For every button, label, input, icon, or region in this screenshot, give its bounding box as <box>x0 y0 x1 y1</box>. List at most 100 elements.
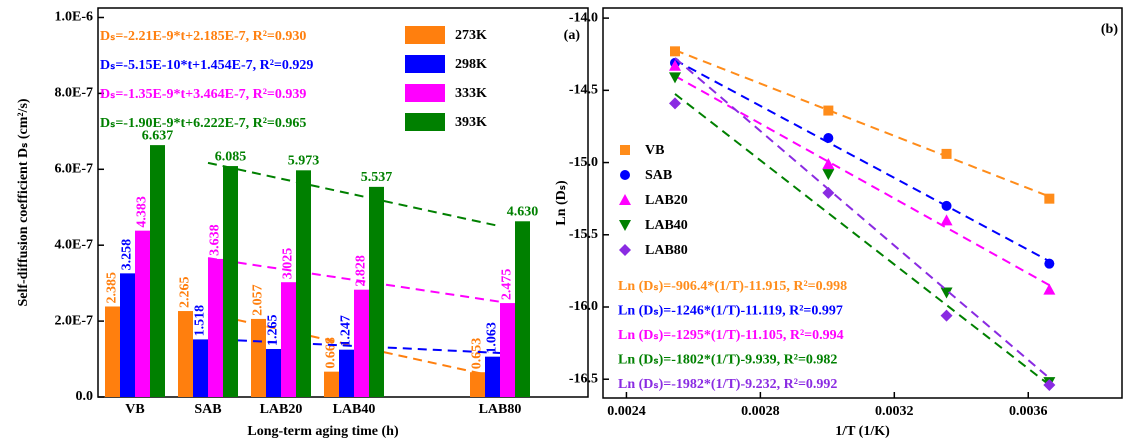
data-point <box>1044 258 1055 269</box>
y-tick-label: -16.0 <box>569 299 598 314</box>
x-tick-label: 0.0024 <box>607 404 646 419</box>
bar <box>135 230 150 397</box>
value-label: 1.265 <box>266 314 281 346</box>
legend-label: SAB <box>645 168 672 183</box>
equation: Ln (Dₛ)=-1295*(1/T)-11.105, R²=0.994 <box>618 328 844 343</box>
data-point <box>940 214 953 226</box>
data-point <box>822 169 835 181</box>
y-tick-label: 2.0E-7 <box>55 313 94 328</box>
x-tick-label: LAB20 <box>260 402 303 417</box>
y-axis-label: Self-diffusion coefficient Dₛ (cm²/s) <box>16 98 31 306</box>
bar <box>369 186 384 397</box>
data-point <box>668 97 681 110</box>
y-axis-label: Ln (Dₛ) <box>554 180 569 226</box>
value-label: 4.630 <box>507 205 539 220</box>
legend-marker <box>619 220 631 231</box>
x-tick-label: LAB40 <box>333 402 376 417</box>
equation: Dₛ=-1.90E-9*t+6.222E-7, R²=0.965 <box>100 116 306 131</box>
bar <box>178 311 193 397</box>
x-axis-label: Long-term aging time (h) <box>247 424 399 439</box>
equation: Ln (Dₛ)=-906.4*(1/T)-11.915, R²=0.998 <box>618 279 847 294</box>
fit-line <box>674 93 1050 386</box>
legend-label: LAB40 <box>645 218 688 233</box>
data-point <box>822 186 835 199</box>
equation: Ln (Dₛ)=-1802*(1/T)-9.939, R²=0.982 <box>618 353 837 368</box>
equation: Dₛ=-1.35E-9*t+3.464E-7, R²=0.939 <box>100 87 306 102</box>
value-label: 1.518 <box>193 305 208 337</box>
legend-swatch <box>405 26 445 44</box>
y-tick-label: 0.0 <box>76 389 94 404</box>
value-label: 4.383 <box>135 196 150 228</box>
trend-line <box>207 257 501 303</box>
value-label: 0.668 <box>324 337 339 369</box>
fit-line <box>674 57 1050 379</box>
data-point <box>823 105 834 116</box>
panel-label: (b) <box>1101 22 1118 37</box>
data-point <box>940 309 953 322</box>
value-label: 1.063 <box>485 322 500 354</box>
legend-label: 298K <box>455 57 487 72</box>
data-point <box>1043 379 1056 391</box>
bar <box>150 145 165 397</box>
legend-label: 333K <box>455 86 487 101</box>
bar <box>281 282 296 397</box>
x-tick-label: 0.0036 <box>1009 404 1048 419</box>
bar <box>296 170 311 397</box>
trend-line <box>207 312 501 379</box>
data-point <box>669 46 680 57</box>
x-tick-label: LAB80 <box>479 402 522 417</box>
value-label: 5.537 <box>361 170 393 185</box>
bar <box>485 356 500 397</box>
x-tick-label: VB <box>125 402 144 417</box>
data-point <box>940 287 953 299</box>
bar <box>470 372 485 397</box>
equation: Dₛ=-2.21E-9*t+2.185E-7, R²=0.930 <box>100 29 306 44</box>
value-label: 2.385 <box>105 272 120 304</box>
plot-frame <box>602 7 1123 399</box>
data-point <box>668 59 681 71</box>
equation: Dₛ=-5.15E-10*t+1.454E-7, R²=0.929 <box>100 58 313 73</box>
data-point <box>1044 193 1055 204</box>
x-axis-label: 1/T (1/K) <box>835 424 890 439</box>
x-tick-label: 0.0028 <box>741 404 780 419</box>
y-tick-label: -16.5 <box>569 371 598 386</box>
y-tick-label: -14.5 <box>569 83 598 98</box>
value-label: 3.638 <box>208 224 223 256</box>
y-tick-label: 8.0E-7 <box>55 86 94 101</box>
panel-label: (a) <box>564 28 581 43</box>
y-tick-label: 1.0E-6 <box>55 10 94 25</box>
bar <box>354 289 369 397</box>
value-label: 6.637 <box>142 128 174 143</box>
legend-marker <box>620 145 630 155</box>
legend-swatch <box>405 113 445 131</box>
y-tick-label: -15.5 <box>569 227 598 242</box>
legend-label: LAB20 <box>645 193 688 208</box>
data-point <box>941 148 952 159</box>
bar <box>500 303 515 397</box>
bar <box>120 273 135 397</box>
data-point <box>1043 283 1056 295</box>
bar <box>515 221 530 397</box>
value-label: 3.258 <box>120 239 135 271</box>
data-point <box>822 158 835 169</box>
fit-line <box>674 59 1050 263</box>
x-tick-label: 0.0032 <box>875 404 914 419</box>
value-label: 6.085 <box>215 149 247 164</box>
trend-line <box>207 161 501 228</box>
fit-line <box>674 49 1050 198</box>
bar <box>251 318 266 397</box>
legend-label: 393K <box>455 115 487 130</box>
legend-marker <box>619 244 631 256</box>
bar <box>324 371 339 397</box>
legend-swatch <box>405 55 445 73</box>
bar <box>266 348 281 397</box>
value-label: 5.973 <box>288 154 320 169</box>
data-point <box>941 200 952 211</box>
bar <box>339 349 354 397</box>
x-tick-label: SAB <box>194 402 221 417</box>
y-tick-label: 4.0E-7 <box>55 237 94 252</box>
value-label: 1.247 <box>339 315 354 347</box>
equation: Ln (Dₛ)=-1982*(1/T)-9.232, R²=0.992 <box>618 377 837 392</box>
